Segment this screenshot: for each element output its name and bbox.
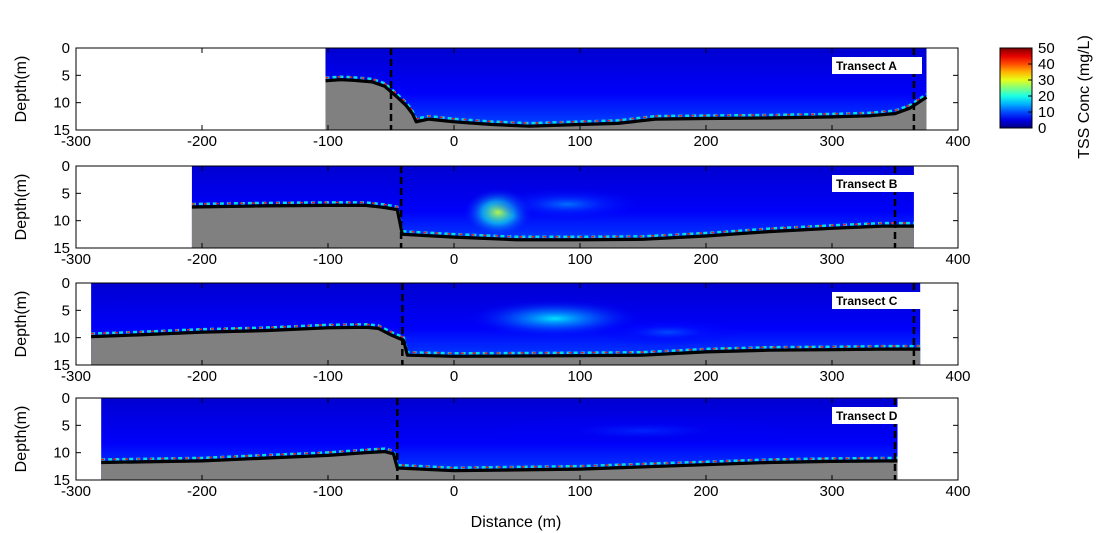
x-tick-label: -100 (313, 251, 343, 268)
transect-c-panel: -300 -200 -100 0 100 200 300 400 0 5 10 15 Depth(m) T… (13, 275, 971, 385)
axes-frame (75, 282, 959, 366)
colorbar-label: TSS Conc (mg/L) (1076, 35, 1093, 159)
axes-frame (75, 165, 959, 249)
x-tick-label: 0 (450, 368, 458, 385)
transect-label: Transect B (836, 177, 898, 191)
sediment-plume (491, 187, 643, 221)
colorbar-tick-label: 50 (1038, 40, 1055, 57)
x-tick-label: 100 (567, 368, 592, 385)
x-tick-label: 200 (693, 483, 718, 500)
y-tick-label: 5 (62, 185, 70, 202)
x-tick-label: 400 (945, 483, 970, 500)
y-tick-label: 10 (53, 445, 70, 462)
x-tick-label: 100 (567, 133, 592, 150)
sediment-plume (491, 414, 795, 448)
bottom-profile-line (325, 78, 928, 128)
seabed (191, 205, 914, 248)
y-tick-label: 0 (62, 275, 70, 292)
colorbar-tick-label: 10 (1038, 104, 1055, 121)
transect-label-box (832, 292, 922, 309)
x-tick-label: -300 (61, 483, 91, 500)
x-tick-label: 400 (945, 368, 970, 385)
bottom-profile-line (91, 325, 921, 358)
seabed (91, 327, 921, 365)
colorbar-gradient (999, 47, 1033, 129)
y-tick-label: 5 (62, 417, 70, 434)
y-tick-label: 15 (53, 472, 70, 489)
seabed (101, 451, 898, 480)
y-tick-label: 15 (53, 357, 70, 374)
y-tick-label: 10 (53, 213, 70, 230)
x-tick-label: 300 (819, 133, 844, 150)
x-tick-label: -200 (187, 483, 217, 500)
axes-frame (75, 47, 959, 131)
x-tick-label: 400 (945, 251, 970, 268)
x-tick-label: 300 (819, 368, 844, 385)
y-tick-label: 5 (62, 67, 70, 84)
x-tick-label: 300 (819, 483, 844, 500)
y-axis-label: Depth(m) (13, 406, 30, 473)
x-tick-label: 0 (450, 251, 458, 268)
y-tick-label: 5 (62, 302, 70, 319)
x-tick-label: -200 (187, 368, 217, 385)
x-tick-label: 200 (693, 251, 718, 268)
transect-b-panel: -300 -200 -100 0 100 200 300 400 0 5 10 15 Depth(m) T… (13, 158, 971, 268)
x-tick-label: -300 (61, 368, 91, 385)
sediment-plume (592, 318, 744, 346)
x-axis-label: Distance (m) (471, 514, 562, 531)
x-tick-label: 100 (567, 483, 592, 500)
transect-a-panel: -300 -200 -100 0 100 200 300 400 0 5 10 15 Depth(m) T… (13, 40, 971, 150)
near-bed-peaks (191, 201, 914, 238)
near-bed-band (191, 201, 914, 239)
y-tick-label: 0 (62, 390, 70, 407)
y-axis-label: Depth(m) (13, 291, 30, 358)
x-tick-label: 0 (450, 483, 458, 500)
y-tick-label: 15 (53, 122, 70, 139)
x-tick-label: 300 (819, 251, 844, 268)
y-axis-label: Depth(m) (13, 56, 30, 123)
x-tick-label: 100 (567, 251, 592, 268)
y-tick-label: 15 (53, 240, 70, 257)
transect-label: Transect A (836, 59, 897, 73)
transect-label-box (832, 57, 922, 74)
near-bed-band (101, 447, 898, 469)
axes-frame (75, 397, 959, 481)
x-tick-label: 0 (450, 133, 458, 150)
transect-label-box (832, 175, 922, 192)
x-tick-label: -200 (187, 133, 217, 150)
bottom-profile-line (101, 450, 898, 473)
x-tick-label: -100 (313, 133, 343, 150)
colorbar-tick-label: 20 (1038, 88, 1055, 105)
x-tick-label: 200 (693, 368, 718, 385)
transect-label: Transect D (836, 409, 898, 423)
transect-d-panel: -300 -200 -100 0 100 200 300 400 0 5 10 15 Depth(m) T… (13, 390, 971, 500)
y-tick-label: 10 (53, 95, 70, 112)
x-tick-label: 400 (945, 133, 970, 150)
seabed (325, 79, 927, 130)
x-tick-label: -300 (61, 251, 91, 268)
bottom-profile-line (191, 203, 914, 242)
x-tick-label: -100 (313, 483, 343, 500)
y-tick-label: 0 (62, 158, 70, 175)
colorbar-tick-label: 40 (1038, 56, 1055, 73)
x-tick-label: -100 (313, 368, 343, 385)
x-tick-label: 200 (693, 133, 718, 150)
y-tick-label: 10 (53, 330, 70, 347)
transect-label: Transect C (836, 294, 898, 308)
x-tick-label: -300 (61, 133, 91, 150)
colorbar-tick-label: 0 (1038, 120, 1046, 137)
near-bed-band (325, 75, 928, 125)
y-tick-label: 0 (62, 40, 70, 57)
transect-label-box (832, 407, 922, 424)
colorbar-tick-label: 30 (1038, 72, 1055, 89)
y-axis-label: Depth(m) (13, 174, 30, 241)
x-tick-label: -200 (187, 251, 217, 268)
